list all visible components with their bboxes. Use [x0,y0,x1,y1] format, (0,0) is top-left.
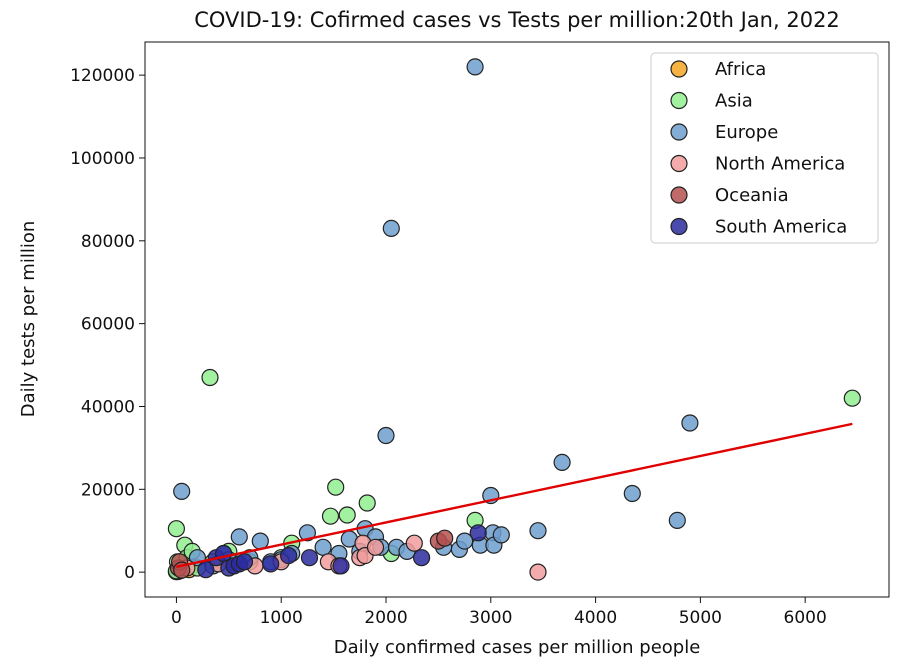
asia-point [358,494,376,512]
legend-marker-europe [670,123,688,141]
europe-point [492,526,510,544]
legend-box [650,52,879,244]
europe-point [456,532,474,550]
x-tick-label: 1000 [260,608,303,628]
south-america-point [262,555,280,573]
asia-point [167,520,185,538]
oceania-point [436,529,454,547]
legend-label-europe: Europe [715,122,778,143]
legend: Africa Asia Europe North America Oceania Sout… [650,52,879,244]
europe-point [668,511,686,530]
europe-point [314,538,332,556]
north-america-point [405,534,423,552]
y-axis-ticks: 0 20000 40000 60000 80000 100000 120000 [70,66,145,583]
south-america-point [413,549,431,567]
x-axis-ticks: 0 1000 2000 3000 4000 5000 6000 [171,597,827,628]
legend-label-africa: Africa [715,59,766,80]
south-america-point [300,549,319,567]
chart-title: COVID-19: Cofirmed cases vs Tests per mi… [194,8,840,32]
y-tick-label: 100000 [70,149,135,169]
europe-point [382,219,400,237]
europe-point [529,522,547,540]
x-tick-label: 3000 [469,608,512,628]
y-axis-label: Daily tests per million [18,221,39,418]
y-tick-label: 0 [124,563,135,583]
south-america-point [332,557,350,575]
legend-label-asia: Asia [715,91,753,112]
asia-point [327,478,345,496]
legend-marker-oceania [670,186,688,204]
legend-marker-south-america [670,217,688,236]
asia-point [843,389,861,407]
north-america-point [366,538,385,556]
legend-marker-north-america [670,154,688,173]
north-america-point [529,563,547,581]
south-america-point [235,553,254,571]
europe-point [298,524,316,542]
europe-point [553,453,571,471]
legend-label-south-america: South America [715,217,847,238]
asia-point [201,368,219,387]
legend-marker-asia [670,91,688,110]
x-tick-label: 4000 [574,608,617,628]
asia-point [321,507,340,525]
x-tick-label: 5000 [679,608,722,628]
europe-point [623,484,641,503]
y-tick-label: 40000 [81,397,135,417]
europe-point [377,426,395,445]
scatter-points [167,58,861,581]
x-tick-label: 2000 [364,608,407,628]
europe-point [681,414,699,432]
south-america-point [280,546,298,565]
europe-point [173,482,191,500]
x-tick-label: 0 [171,608,182,628]
asia-point [338,506,356,524]
x-tick-label: 6000 [784,608,827,628]
legend-items: Africa Asia Europe North America Oceania Sout… [670,59,847,238]
y-tick-label: 60000 [81,315,135,335]
plot-area-frame [144,41,890,598]
europe-point [466,58,484,76]
south-america-point [469,524,487,542]
trend-line [176,422,853,568]
x-axis-label: Daily confirmed cases per million people [334,637,701,658]
y-tick-label: 20000 [81,480,135,500]
y-tick-label: 80000 [81,232,135,252]
legend-marker-africa [670,60,688,78]
legend-label-oceania: Oceania [715,185,789,206]
legend-label-north-america: North America [715,154,845,175]
y-tick-label: 120000 [70,66,135,86]
europe-point [230,528,248,546]
